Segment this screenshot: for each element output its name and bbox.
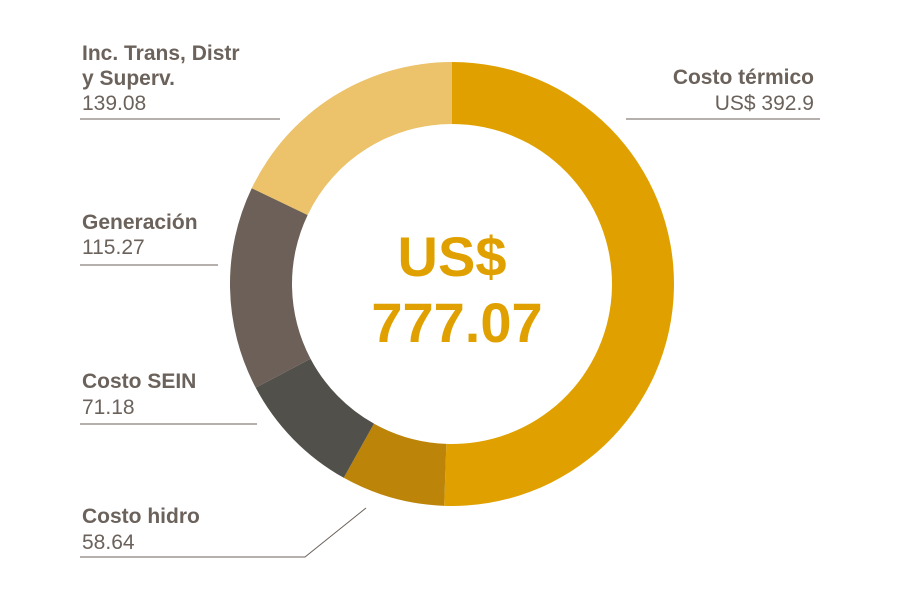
slice-label-value: US$ 392.9 [715,92,814,115]
center-total-value: 777.07 [371,291,542,354]
donut-slice-costo-sein [255,358,374,478]
slice-label-value: 71.18 [82,396,135,419]
slice-label-value: 139.08 [82,92,146,115]
center-total-currency: US$ [398,225,507,288]
donut-slice-inc-trans-distr-y-superv [251,62,452,215]
slice-label-name: Costo SEIN [82,370,196,393]
donut-slice-costo-hidro [343,423,447,506]
slice-label-value: 58.64 [82,531,135,554]
donut-slice-costo-t-rmico [444,62,674,506]
slice-label-name-line1: Inc. Trans, Distr [82,42,240,65]
slice-label-name: Costo hidro [82,505,200,528]
donut-slices [229,62,674,506]
slice-label-name-line2: y Superv. [82,67,175,90]
donut-slice-generaci-n [229,188,311,388]
label-costo-sein: Costo SEIN 71.18 [80,370,257,425]
label-inc-trans-distr: Inc. Trans, Distr y Superv. 139.08 [80,42,280,120]
slice-label-value: 115.27 [82,236,145,259]
label-costo-termico: Costo térmico US$ 392.9 [626,66,820,120]
label-costo-hidro: Costo hidro 58.64 [80,505,367,558]
leader-line [80,507,367,558]
slice-label-name: Costo térmico [673,66,814,89]
slice-label-name: Generación [82,211,198,234]
label-generacion: Generación 115.27 [80,211,218,266]
